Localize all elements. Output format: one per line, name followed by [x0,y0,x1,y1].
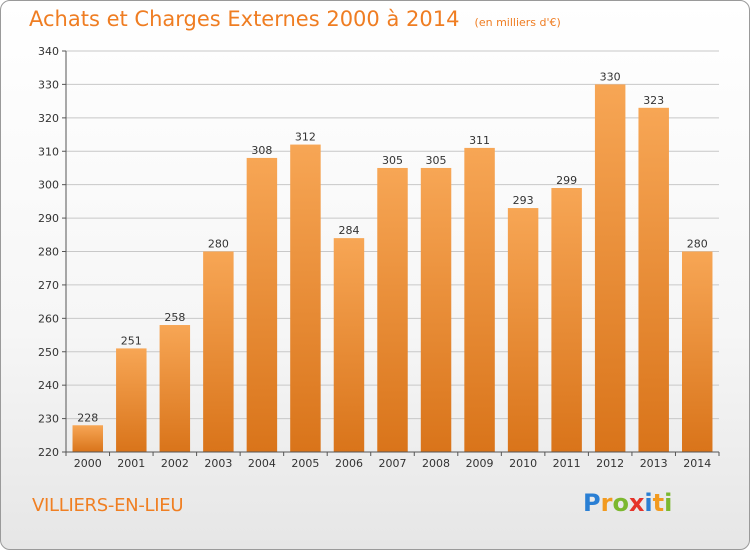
x-tick-label: 2008 [422,457,450,470]
bar-value-label: 311 [469,134,490,147]
city-name: VILLIERS-EN-LIEU [32,495,184,516]
bar-layer: 228 251 258 280 308 312 284 305 305 311 293 299 330 3… [72,70,713,453]
y-tick-label: 230 [38,413,59,426]
logo-letter: r [600,489,613,517]
bar-value-label: 323 [643,94,664,107]
bar-value-label: 293 [513,194,534,207]
y-tick-label: 240 [38,379,59,392]
bar [638,107,669,452]
y-tick-label: 330 [38,78,59,91]
y-tick-label: 340 [38,45,59,58]
logo-letter: i [664,489,673,517]
x-tick-label: 2013 [640,457,668,470]
x-tick-label: 2014 [683,457,711,470]
bar [464,147,495,453]
bar-value-label: 305 [382,154,403,167]
x-tick-label: 2007 [379,457,407,470]
logo-letter: x [628,489,645,517]
y-tick-label: 280 [38,246,59,259]
bar [290,144,321,453]
bar [246,157,278,452]
bar-value-label: 251 [121,334,142,347]
bar [551,188,582,452]
x-tick-label: 2012 [596,457,624,470]
y-tick-label: 320 [38,112,59,125]
bar-value-label: 284 [338,224,359,237]
logo-letter: t [652,489,665,517]
x-tick-label: 2000 [74,457,102,470]
chart-title: Achats et Charges Externes 2000 à 2014 [29,7,460,31]
bar-value-label: 299 [556,174,577,187]
x-tick-label: 2010 [509,457,537,470]
logo-letter: i [644,489,653,517]
y-tick-label: 290 [38,212,59,225]
bar [72,425,104,452]
bar [203,251,234,452]
x-tick-label: 2001 [117,457,145,470]
y-tick-label: 220 [38,446,59,459]
logo-letter: o [612,489,629,517]
bar [159,325,191,452]
x-tick-label: 2011 [553,457,581,470]
bar-value-label: 330 [600,70,621,83]
bar-value-label: 308 [251,144,272,157]
bar-value-label: 280 [208,238,229,251]
bar [594,84,626,453]
x-tick-label: 2004 [248,457,276,470]
bar [333,238,365,452]
bar-value-label: 258 [164,311,185,324]
bar-value-label: 280 [687,238,708,251]
y-tick-label: 270 [38,279,59,292]
chart-header: Achats et Charges Externes 2000 à 2014 (… [29,7,561,31]
bar [681,251,713,452]
axis-layer: 220 230 240 250 260 270 280 290 300 310 320 330 340 2… [38,45,720,470]
x-tick-label: 2005 [291,457,319,470]
x-tick-label: 2003 [204,457,232,470]
x-tick-label: 2002 [161,457,189,470]
bar-value-label: 305 [426,154,447,167]
bar [116,348,147,452]
x-tick-label: 2009 [466,457,494,470]
y-tick-label: 300 [38,179,59,192]
y-tick-label: 250 [38,346,59,359]
bar-value-label: 312 [295,131,316,144]
y-tick-label: 260 [38,312,59,325]
logo-letter: P [583,489,601,517]
chart-subtitle: (en milliers d'€) [474,16,561,29]
bar [377,167,408,453]
bar [420,167,452,453]
proxiti-logo: Proxiti [583,489,672,517]
bar-value-label: 228 [77,411,98,424]
bar [507,208,539,452]
x-tick-label: 2006 [335,457,363,470]
y-tick-label: 310 [38,145,59,158]
